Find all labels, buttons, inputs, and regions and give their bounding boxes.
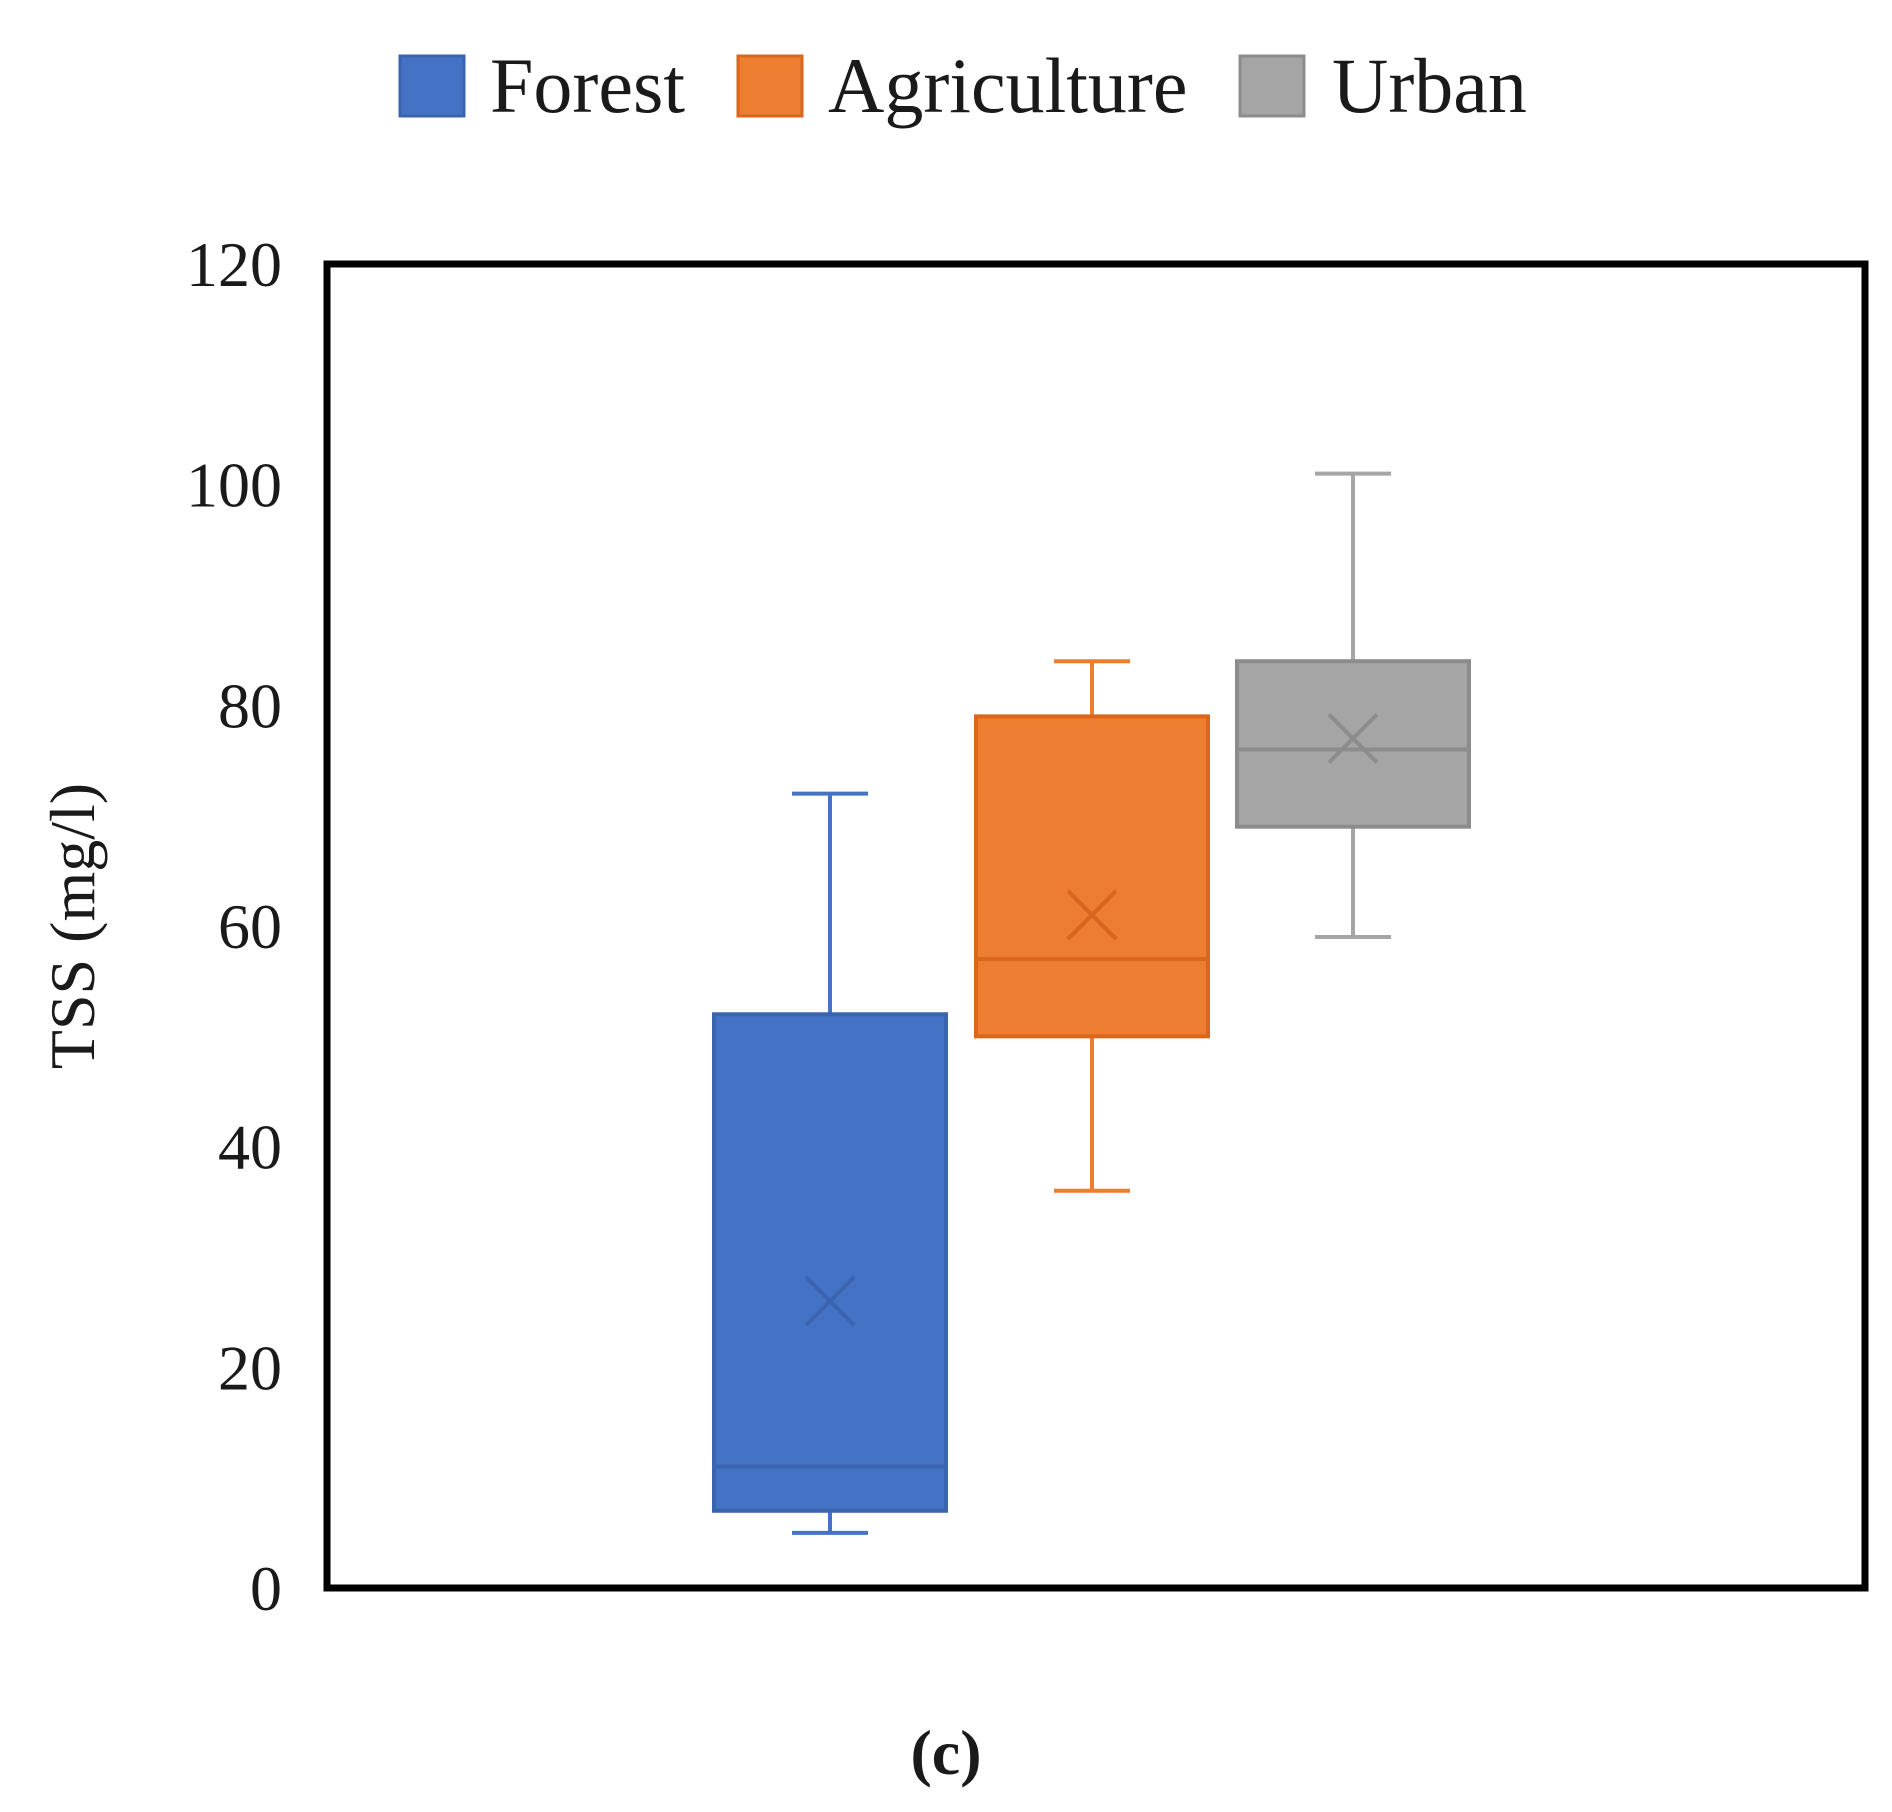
figure-caption: (c) (910, 1717, 981, 1788)
box-agriculture (974, 659, 1210, 1193)
legend-label-forest: Forest (490, 42, 685, 129)
y-tick-label: 100 (186, 450, 282, 521)
y-tick-label: 0 (250, 1553, 282, 1624)
plot-frame (323, 260, 1869, 1592)
y-axis-ticks: 0 20 40 60 80 100 120 (186, 229, 282, 1624)
y-tick-label: 60 (218, 891, 282, 962)
legend-label-urban: Urban (1332, 42, 1527, 129)
legend-swatch-urban (1238, 54, 1306, 118)
iqr-box-urban (1235, 659, 1471, 829)
mean-marker-agriculture (1066, 889, 1118, 941)
mean-marker-forest (804, 1275, 856, 1327)
box-series (712, 471, 1471, 1535)
mean-marker-urban (1327, 713, 1379, 764)
legend-label-agriculture: Agriculture (828, 42, 1188, 129)
iqr-box-agriculture (974, 714, 1210, 1039)
y-tick-label: 80 (218, 670, 282, 741)
legend-swatch-forest (398, 54, 466, 118)
y-tick-label: 40 (218, 1112, 282, 1183)
y-tick-label: 20 (218, 1332, 282, 1403)
y-axis-label: TSS (mg/l) (37, 783, 108, 1069)
box-urban (1235, 471, 1471, 940)
y-tick-label: 120 (186, 229, 282, 300)
iqr-box-forest (712, 1012, 948, 1513)
legend-swatch-agriculture (736, 54, 804, 118)
box-forest (712, 791, 948, 1535)
legend: Forest Agriculture Urban (398, 42, 1527, 129)
